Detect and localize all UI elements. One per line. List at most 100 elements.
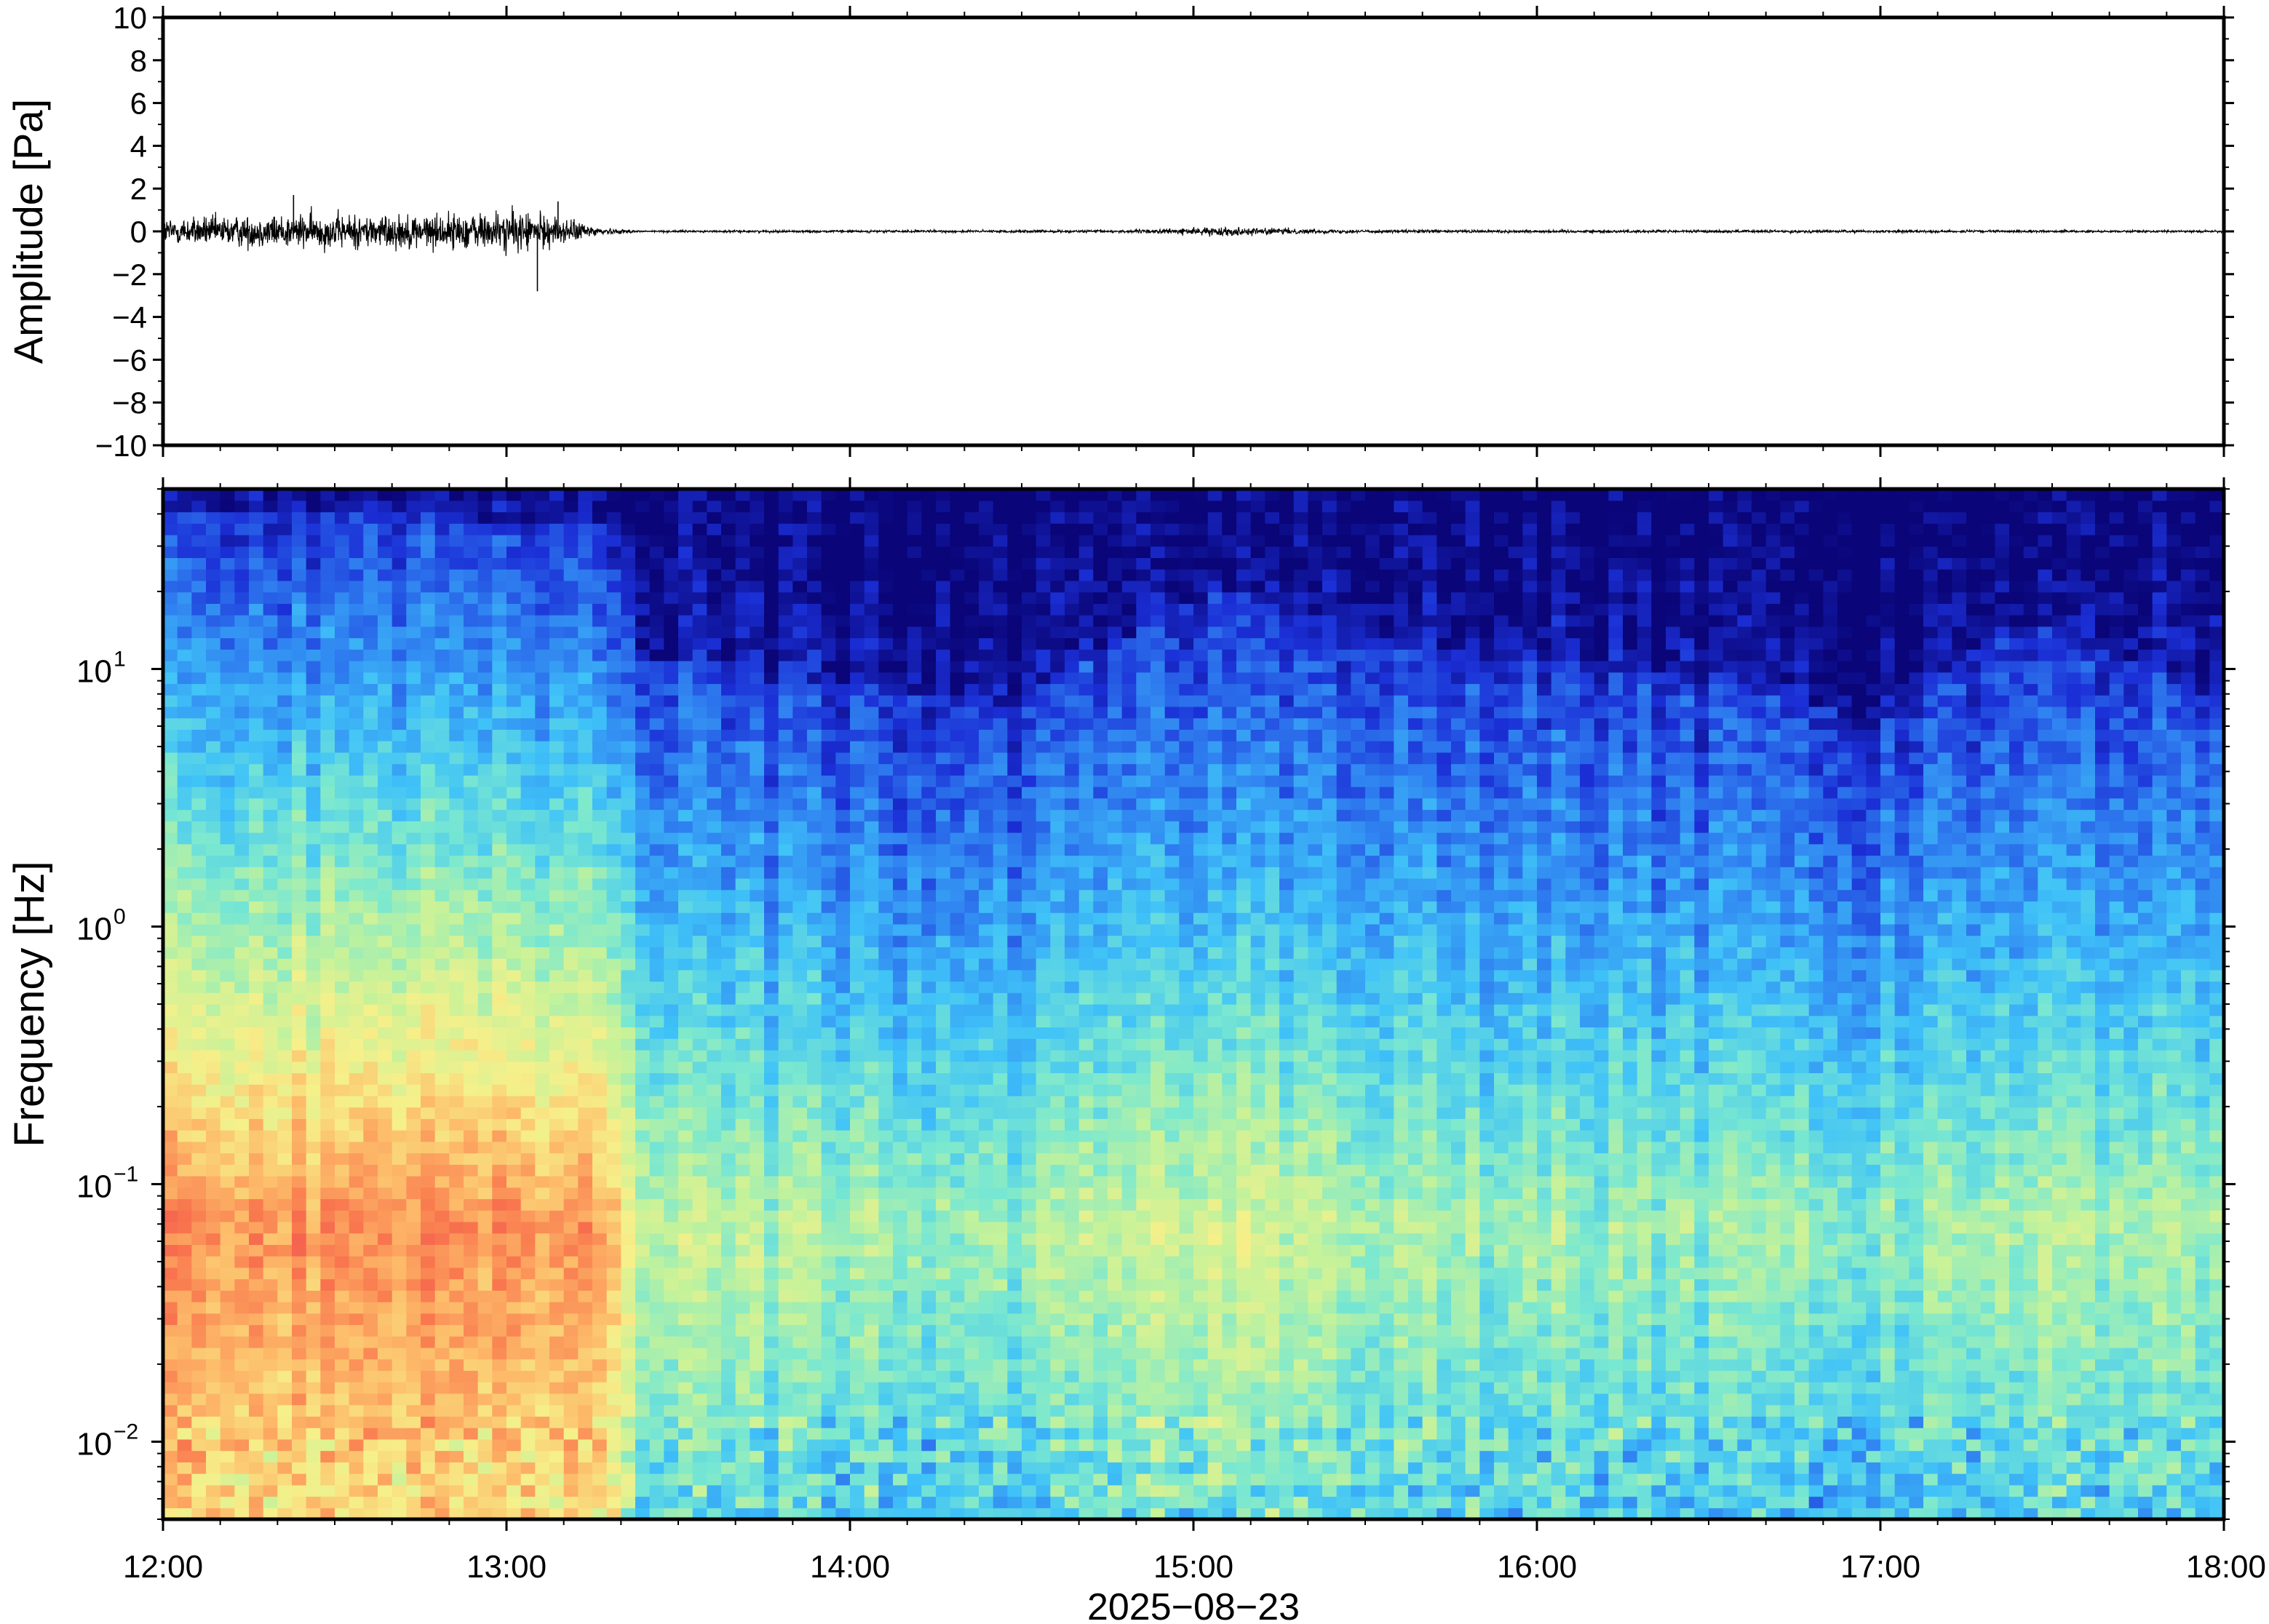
spectrogram-cell (220, 1462, 235, 1474)
spectrogram-cell (434, 1313, 450, 1326)
spectrogram-cell (921, 1244, 937, 1257)
spectrogram-cell (707, 717, 722, 730)
spectrogram-cell (191, 947, 207, 959)
spectrogram-cell (349, 741, 364, 753)
waveform-y-label: Amplitude [Pa] (5, 99, 51, 364)
spectrogram-cell (807, 821, 822, 833)
spectrogram-cell (292, 935, 307, 947)
spectrogram-cell (835, 1164, 851, 1177)
spectrogram-cell (206, 489, 221, 501)
spectrogram-cell (664, 1370, 679, 1382)
spectrogram-cell (249, 797, 264, 811)
spectrogram-cell (449, 1438, 464, 1452)
spectrogram-cell (664, 912, 679, 925)
spectrogram-cell (378, 603, 393, 616)
spectrogram-cell (249, 569, 264, 581)
spectrogram-cell (864, 1176, 879, 1188)
spectrogram-cell (850, 729, 865, 741)
spectrogram-cell (764, 752, 779, 765)
spectrogram-cell (535, 1336, 550, 1348)
spectrogram-cell (363, 992, 378, 1005)
spectrogram-cell (635, 1462, 651, 1474)
spectrogram-cell (864, 1095, 879, 1108)
spectrogram-cell (191, 1348, 207, 1360)
spectrogram-cell (778, 1061, 793, 1073)
spectrogram-cell (320, 1393, 335, 1406)
spectrogram-cell (477, 1404, 493, 1417)
spectrogram-cell (649, 649, 664, 661)
spectrogram-cell (506, 1370, 522, 1382)
spectrogram-cell (477, 661, 493, 673)
spectrogram-cell (807, 1244, 822, 1257)
spectrogram-cell (220, 1153, 235, 1165)
spectrogram-cell (750, 512, 765, 524)
spectrogram-cell (721, 867, 736, 879)
waveform-x-ticks (162, 6, 2225, 457)
spectrogram-cell (764, 1244, 779, 1257)
spectrogram-cell (764, 1473, 779, 1486)
spectrogram-cell (621, 1015, 636, 1028)
spectrogram-cell (492, 603, 507, 616)
spectrogram-cell (206, 1015, 221, 1028)
spectrogram-cell (406, 1290, 421, 1302)
spectrogram-cell (578, 626, 593, 639)
spectrogram-cell (363, 1049, 378, 1062)
spectrogram-cell (621, 981, 636, 993)
spectrogram-cell (220, 626, 235, 639)
spectrogram-cell (864, 649, 879, 661)
spectrogram-cell (563, 1484, 579, 1497)
spectrogram-cell (277, 1072, 293, 1085)
spectrogram-cell (563, 717, 579, 730)
spectrogram-cell (177, 1061, 192, 1073)
spectrogram-cell (263, 615, 278, 627)
spectrogram-cell (635, 877, 651, 891)
spectrogram-cell (649, 809, 664, 821)
spectrogram-cell (592, 546, 608, 558)
spectrogram-cell (678, 1496, 694, 1508)
spectrogram-cell (878, 557, 894, 570)
spectrogram-cell (406, 1256, 421, 1268)
spectrogram-cell (535, 569, 550, 581)
spectrogram-cell (750, 500, 765, 513)
spectrogram-cell (406, 958, 421, 971)
spectrogram-cell (893, 855, 908, 867)
spectrogram-cell (707, 534, 722, 547)
spectrogram-cell (392, 1267, 407, 1280)
spectrogram-cell (464, 1496, 479, 1508)
spectrogram-cell (707, 797, 722, 811)
spectrogram-cell (621, 580, 636, 593)
spectrogram-cell (492, 1462, 507, 1474)
spectrogram-cell (692, 592, 707, 604)
spectrogram-cell (850, 717, 865, 730)
spectrogram-cell (406, 1095, 421, 1108)
spectrogram-cell (220, 1428, 235, 1440)
spectrogram-cell (434, 489, 450, 501)
spectrogram-cell (492, 1084, 507, 1096)
spectrogram-cell (191, 649, 207, 661)
spectrogram-cell (864, 809, 879, 821)
spectrogram-cell (320, 1130, 335, 1142)
spectrogram-cell (392, 935, 407, 947)
spectrogram-cell (592, 1450, 608, 1462)
spectrogram-cell (578, 615, 593, 627)
spectrogram-cell (878, 752, 894, 765)
spectrogram-cell (335, 1382, 350, 1394)
spectrogram-cell (721, 557, 736, 570)
spectrogram-cell (750, 763, 765, 776)
spectrogram-cell (893, 672, 908, 685)
spectrogram-cell (492, 1164, 507, 1177)
spectrogram-cell (506, 1233, 522, 1245)
spectrogram-cell (335, 763, 350, 776)
spectrogram-cell (878, 683, 894, 696)
spectrogram-cell (349, 1027, 364, 1039)
spectrogram-cell (263, 717, 278, 730)
spectrogram-cell (692, 1416, 707, 1428)
spectrogram-cell (349, 1438, 364, 1452)
spectrogram-cell (549, 603, 565, 616)
spectrogram-cell (621, 787, 636, 799)
spectrogram-cell (335, 1496, 350, 1508)
spectrogram-cell (277, 1176, 293, 1188)
spectrogram-cell (506, 1107, 522, 1119)
spectrogram-cell (306, 787, 321, 799)
spectrogram-cell (392, 992, 407, 1005)
